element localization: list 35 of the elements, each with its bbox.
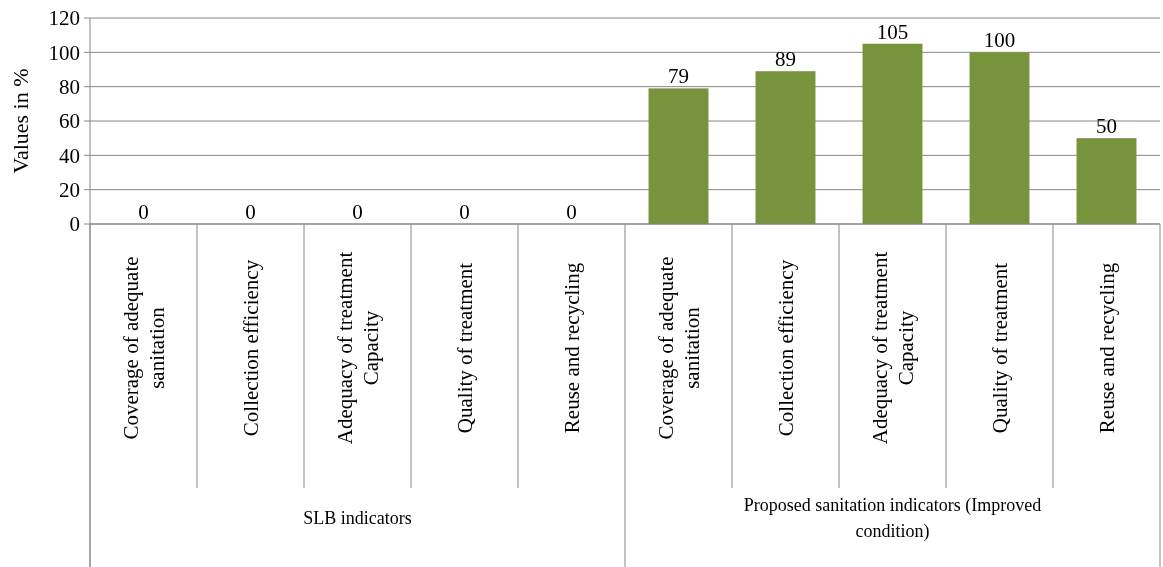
data-label: 0 xyxy=(459,200,470,224)
y-tick-label: 40 xyxy=(59,143,80,168)
bar xyxy=(1076,138,1137,224)
y-tick-label: 0 xyxy=(69,212,80,237)
x-tick-label: Adequacy of treatment Capacity xyxy=(332,251,383,445)
bar xyxy=(862,43,923,224)
x-tick-label: Quality of treatment xyxy=(987,262,1012,434)
data-label: 0 xyxy=(138,200,149,224)
x-tick-label: Coverage of adequate sanitation xyxy=(653,256,704,440)
data-label: 0 xyxy=(566,200,577,224)
data-label: 100 xyxy=(983,28,1016,53)
bar xyxy=(648,88,709,224)
x-tick-label: Adequacy of treatment Capacity xyxy=(867,251,918,445)
bar xyxy=(969,52,1030,224)
data-label: 50 xyxy=(1096,114,1117,139)
y-tick-label: 60 xyxy=(59,109,80,134)
x-tick-label: Quality of treatment xyxy=(452,262,477,434)
text: Proposed sanitation indicators (Improved condition) xyxy=(743,495,1042,542)
bar xyxy=(755,71,816,224)
data-label: 79 xyxy=(668,64,689,89)
x-tick-label: Collection efficiency xyxy=(773,259,798,437)
data-label: 89 xyxy=(775,47,796,72)
data-label: 0 xyxy=(352,200,363,224)
y-tick-label: 80 xyxy=(59,75,80,100)
y-tick-label: 120 xyxy=(48,6,80,31)
text: SLB indicators xyxy=(303,508,412,528)
x-tick-label: Coverage of adequate sanitation xyxy=(118,256,169,440)
data-label: 0 xyxy=(245,200,256,224)
x-tick-label: Collection efficiency xyxy=(238,259,263,437)
y-tick-label: 100 xyxy=(48,40,80,65)
x-tick-label: Reuse and recycling xyxy=(559,262,584,434)
y-axis-title: Values in % xyxy=(8,68,33,174)
x-tick-label: Reuse and recycling xyxy=(1094,262,1119,434)
data-label: 105 xyxy=(876,19,909,44)
y-tick-label: 20 xyxy=(59,178,80,203)
